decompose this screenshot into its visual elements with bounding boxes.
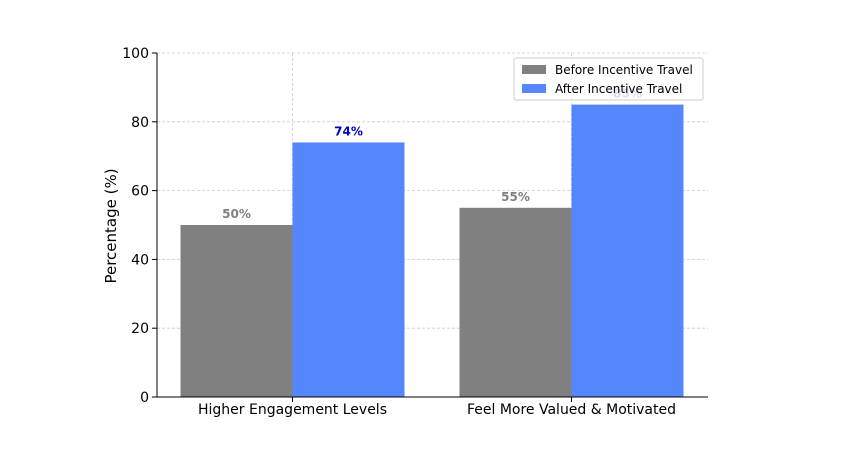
legend-swatch [522,65,546,74]
x-tick-label: Feel More Valued & Motivated [467,402,676,418]
y-tick-label: 60 [131,184,149,200]
y-tick-label: 40 [131,252,149,268]
y-tick-label: 100 [122,46,149,62]
bars [180,104,684,397]
y-axis-label: Percentage (%) [102,168,120,283]
legend-box [513,57,704,101]
legend: Before Incentive Travel After Incentive T… [513,57,704,101]
data-label: 50% [222,207,251,221]
x-tick-label: Higher Engagement Levels [198,402,387,418]
bar-before-0 [180,225,293,397]
legend-label: Before Incentive Travel [555,63,693,77]
legend-label: After Incentive Travel [555,82,682,96]
bar-after-1 [571,104,684,397]
bar-before-1 [459,207,572,397]
data-label: 55% [501,190,530,204]
y-tick-label: 20 [131,321,149,337]
y-tick-label: 0 [140,390,149,406]
axes: 0 20 40 60 80 100 Higher Engagement Levels Feel… [122,46,708,418]
y-tick-label: 80 [131,115,149,131]
data-label: 74% [334,124,363,138]
legend-swatch [522,84,546,93]
bar-after-0 [292,142,405,397]
